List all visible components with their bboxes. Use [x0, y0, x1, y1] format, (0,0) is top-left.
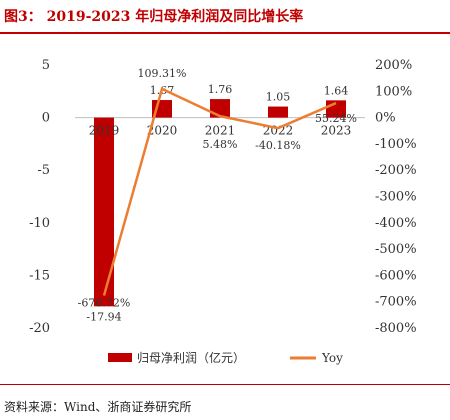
bar-data-label: 1.64	[324, 84, 349, 97]
y-right-tick-label: 200%	[375, 58, 412, 73]
y-left-tick-label: 0	[42, 111, 50, 126]
yoy-line	[102, 87, 337, 296]
x-tick-label: 2023	[321, 124, 352, 138]
yoy-data-label: 5.48%	[203, 138, 238, 151]
y-right-tick-label: -700%	[375, 295, 417, 310]
figure-title: 图3： 2019-2023 年归母净利润及同比增长率	[4, 9, 304, 25]
source-rule	[0, 384, 450, 385]
yoy-data-label: 109.31%	[138, 67, 187, 80]
x-tick-label: 2021	[205, 124, 236, 138]
combo-chart: 5 0 -5 -10 -15 -20 200% 100% 0% -100% -200% -300% -4…	[29, 58, 417, 365]
y-right-tick-label: -800%	[375, 321, 417, 336]
source-note: 资料来源：Wind、浙商证券研究所	[4, 400, 192, 414]
bar-data-label: 1.76	[208, 83, 233, 96]
y-right-tick-label: -400%	[375, 216, 417, 231]
title-rule	[0, 32, 450, 34]
y-left-tick-label: 5	[42, 58, 50, 73]
y-right-tick-label: -500%	[375, 242, 417, 257]
bar-profit-2022	[268, 106, 288, 118]
y-right-tick-label: 0%	[375, 111, 396, 126]
bar-data-label: 1.05	[266, 91, 291, 104]
y-right-tick-label: -600%	[375, 268, 417, 283]
bar-data-label: -17.94	[86, 310, 121, 323]
legend-label-profit: 归母净利润（亿元）	[137, 350, 245, 365]
y-left-tick-label: -20	[29, 321, 50, 336]
bar-profit-2019	[94, 117, 114, 307]
y-left-tick-label: -10	[29, 216, 50, 231]
y-right-tick-label: -100%	[375, 137, 417, 152]
y-right-tick-label: -300%	[375, 190, 417, 205]
y-left-tick-label: -5	[37, 163, 50, 178]
legend-swatch-profit	[108, 353, 132, 362]
y-right-tick-label: -200%	[375, 163, 417, 178]
yoy-data-label: 55.24%	[315, 112, 357, 125]
x-tick-label: 2019	[89, 124, 120, 138]
x-tick-label: 2020	[147, 124, 178, 138]
legend-label-yoy: Yoy	[321, 351, 343, 365]
y-left-tick-label: -15	[29, 268, 50, 283]
yoy-data-label: -676.72%	[78, 297, 131, 310]
yoy-data-label: -40.18%	[255, 139, 301, 152]
y-right-tick-label: 100%	[375, 84, 412, 99]
